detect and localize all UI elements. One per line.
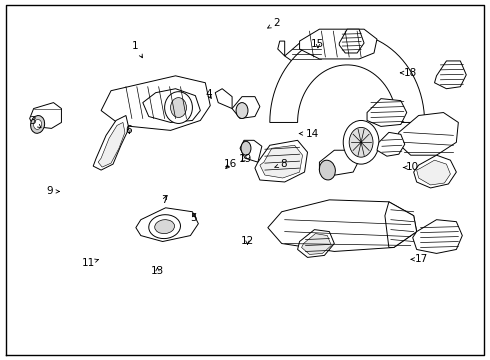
Text: 7: 7 <box>162 195 168 204</box>
Text: 12: 12 <box>241 236 254 246</box>
Text: 5: 5 <box>191 212 197 222</box>
Polygon shape <box>215 89 232 109</box>
Text: 19: 19 <box>238 154 252 163</box>
Polygon shape <box>299 29 377 59</box>
Polygon shape <box>268 200 416 251</box>
Polygon shape <box>416 160 450 185</box>
Polygon shape <box>240 140 262 162</box>
Polygon shape <box>260 145 302 178</box>
Polygon shape <box>413 220 462 253</box>
Ellipse shape <box>165 92 193 123</box>
Ellipse shape <box>34 120 42 129</box>
Text: 15: 15 <box>311 39 324 49</box>
Ellipse shape <box>236 103 248 118</box>
Ellipse shape <box>343 121 379 164</box>
Polygon shape <box>297 230 334 257</box>
Text: 2: 2 <box>268 18 280 28</box>
Polygon shape <box>270 33 425 122</box>
Polygon shape <box>435 61 466 89</box>
Text: 17: 17 <box>411 254 428 264</box>
Ellipse shape <box>349 127 373 157</box>
Polygon shape <box>397 113 458 155</box>
Polygon shape <box>414 155 456 188</box>
Ellipse shape <box>171 98 187 117</box>
Text: 11: 11 <box>82 258 98 268</box>
Text: 16: 16 <box>224 159 237 169</box>
Text: 8: 8 <box>275 159 287 169</box>
Polygon shape <box>339 29 364 53</box>
Ellipse shape <box>30 116 45 133</box>
Ellipse shape <box>155 220 174 234</box>
Polygon shape <box>232 96 260 118</box>
Text: 6: 6 <box>125 125 132 135</box>
Text: 1: 1 <box>132 41 143 58</box>
Polygon shape <box>101 76 210 130</box>
Polygon shape <box>136 208 198 242</box>
Polygon shape <box>93 116 129 170</box>
Polygon shape <box>319 150 359 175</box>
Polygon shape <box>367 99 407 126</box>
Polygon shape <box>278 41 285 56</box>
Text: 9: 9 <box>46 186 59 197</box>
Ellipse shape <box>149 215 180 239</box>
Polygon shape <box>385 202 416 247</box>
Ellipse shape <box>319 160 335 180</box>
Text: 13: 13 <box>151 266 164 276</box>
Polygon shape <box>255 140 308 182</box>
Text: 18: 18 <box>400 68 417 78</box>
Text: 3: 3 <box>29 116 41 128</box>
Polygon shape <box>377 132 405 156</box>
Ellipse shape <box>241 141 251 155</box>
Text: 10: 10 <box>403 162 419 172</box>
Polygon shape <box>30 103 61 129</box>
Polygon shape <box>98 122 125 167</box>
Text: 4: 4 <box>205 89 212 99</box>
Polygon shape <box>143 89 200 122</box>
Polygon shape <box>301 234 331 255</box>
Polygon shape <box>285 43 329 65</box>
Text: 14: 14 <box>299 129 318 139</box>
